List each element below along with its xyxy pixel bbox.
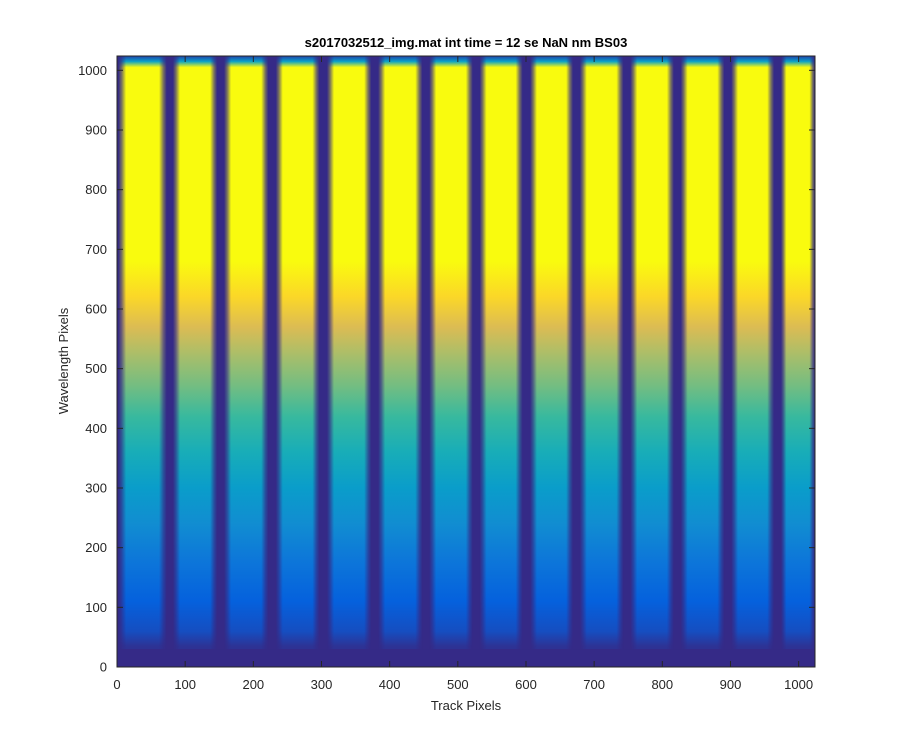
- track-stripe-8: [479, 56, 523, 667]
- chart-title: s2017032512_img.mat int time = 12 se NaN…: [305, 35, 628, 50]
- y-axis-label: Wavelength Pixels: [56, 307, 71, 414]
- track-stripe-10: [579, 56, 624, 667]
- track-stripe-2: [172, 56, 218, 667]
- track-stripe-14: [780, 56, 815, 667]
- x-axis-label: Track Pixels: [431, 698, 502, 713]
- x-tick-label: 600: [515, 677, 537, 692]
- x-tick-label: 0: [113, 677, 120, 692]
- y-tick-label: 600: [85, 301, 107, 316]
- y-tick-label: 300: [85, 480, 107, 495]
- track-stripe-9: [530, 56, 574, 667]
- y-tick-label: 400: [85, 421, 107, 436]
- track-stripe-3: [224, 56, 269, 667]
- detector-floor-band: [117, 649, 815, 667]
- track-stripe-7: [429, 56, 473, 667]
- plot-area: [116, 55, 816, 668]
- y-tick-label: 100: [85, 600, 107, 615]
- x-tick-label: 100: [174, 677, 196, 692]
- track-stripe-13: [731, 56, 775, 667]
- track-stripe-11: [630, 56, 674, 667]
- y-tick-label: 1000: [78, 63, 107, 78]
- x-tick-label: 1000: [784, 677, 813, 692]
- track-stripe-6: [378, 56, 423, 667]
- y-tick-label: 500: [85, 361, 107, 376]
- y-tick-label: 800: [85, 182, 107, 197]
- x-tick-label: 500: [447, 677, 469, 692]
- x-tick-label: 400: [379, 677, 401, 692]
- x-tick-label: 800: [651, 677, 673, 692]
- track-stripe-1: [118, 56, 167, 667]
- x-tick-label: 200: [242, 677, 264, 692]
- track-stripe-5: [326, 56, 372, 667]
- x-tick-label: 700: [583, 677, 605, 692]
- y-tick-label: 0: [100, 660, 107, 675]
- x-tick-label: 900: [720, 677, 742, 692]
- track-stripe-4: [275, 56, 320, 667]
- y-tick-label: 700: [85, 242, 107, 257]
- plot-frame: [116, 55, 816, 668]
- track-stripes: [118, 56, 815, 667]
- y-axis: 0 100 200 300 400 500 600 700 800 900 1000: [78, 63, 815, 675]
- detector-floor: [117, 649, 815, 667]
- track-stripe-12: [680, 56, 725, 667]
- y-tick-label: 200: [85, 540, 107, 555]
- x-tick-label: 300: [311, 677, 333, 692]
- x-axis: 0 100 200 300 400 500 600 700 800 900 1000: [113, 56, 813, 692]
- y-tick-label: 900: [85, 122, 107, 137]
